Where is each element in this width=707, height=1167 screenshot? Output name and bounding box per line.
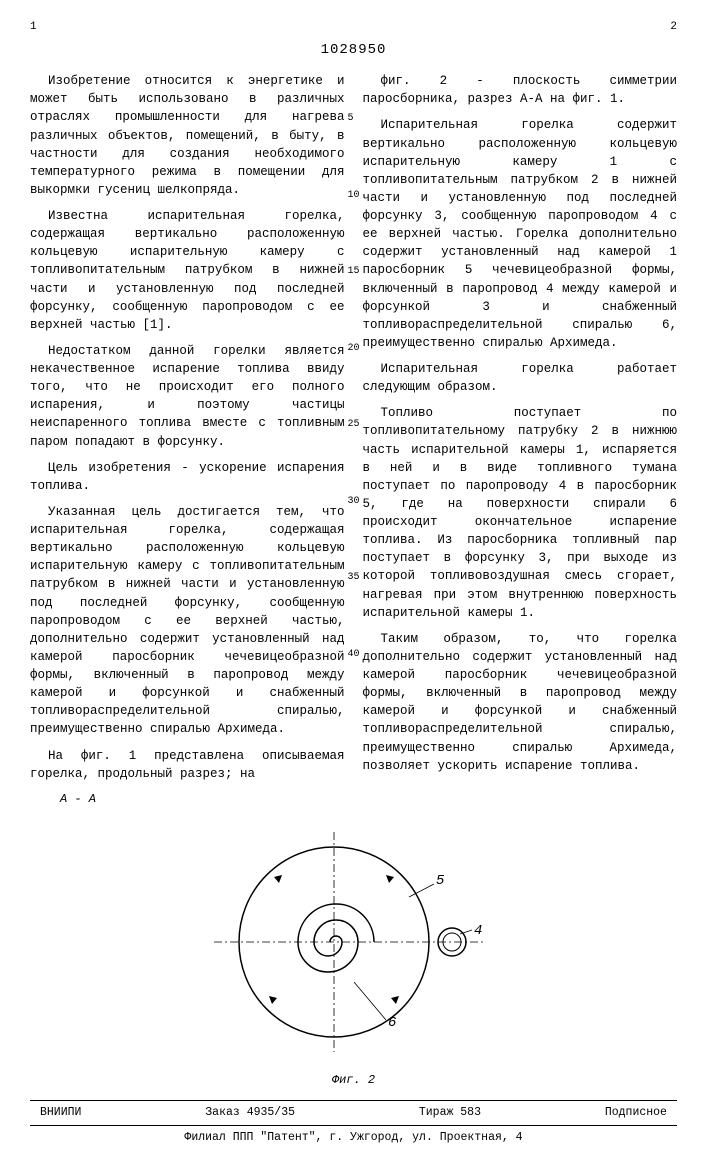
svg-text:6: 6	[388, 1015, 396, 1031]
line-num: 10	[347, 189, 359, 204]
para: Известна испарительная горелка, содержащ…	[30, 207, 345, 334]
para: Недостатком данной горелки является нека…	[30, 342, 345, 451]
line-num: 35	[347, 571, 359, 586]
figure-svg: 5 4 6	[204, 822, 504, 1062]
line-num: 5	[347, 112, 359, 127]
figure-caption: Фиг. 2	[30, 1072, 677, 1089]
text-columns: Изобретение относится к энергетике и мож…	[30, 72, 677, 791]
document-id: 1028950	[30, 40, 677, 60]
line-num: 40	[347, 648, 359, 663]
figure-2: 5 4 6 Фиг. 2	[30, 822, 677, 1090]
footer-address: Филиал ППП "Патент", г. Ужгород, ул. Про…	[30, 1130, 677, 1147]
footer-order: Заказ 4935/35	[205, 1105, 295, 1122]
column-right: фиг. 2 - плоскость симметрии паросборник…	[363, 72, 678, 791]
footer-org: ВНИИПИ	[40, 1105, 81, 1122]
svg-text:5: 5	[436, 873, 445, 889]
line-num: 25	[347, 418, 359, 433]
para: Указанная цель достигается тем, что испа…	[30, 503, 345, 739]
figure-section-label: А - А	[60, 791, 677, 808]
footer-sub: Подписное	[605, 1105, 667, 1122]
line-num: 30	[347, 495, 359, 510]
page-number-row: 1 2	[30, 20, 677, 36]
line-num: 20	[347, 342, 359, 357]
para: Топливо поступает по топливопитательному…	[363, 404, 678, 622]
page-left: 1	[30, 20, 37, 36]
para: Изобретение относится к энергетике и мож…	[30, 72, 345, 199]
column-left: Изобретение относится к энергетике и мож…	[30, 72, 345, 791]
footer: ВНИИПИ Заказ 4935/35 Тираж 583 Подписное…	[30, 1100, 677, 1147]
para: Таким образом, то, что горелка дополните…	[363, 630, 678, 775]
para: Испарительная горелка работает следующим…	[363, 360, 678, 396]
para: Цель изобретения - ускорение испарения т…	[30, 459, 345, 495]
para: фиг. 2 - плоскость симметрии паросборник…	[363, 72, 678, 108]
footer-tirazh: Тираж 583	[419, 1105, 481, 1122]
para: На фиг. 1 представлена описываемая горел…	[30, 747, 345, 783]
svg-text:4: 4	[474, 923, 482, 939]
para: Испарительная горелка содержит вертикаль…	[363, 116, 678, 352]
line-num: 15	[347, 265, 359, 280]
page-right: 2	[670, 20, 677, 36]
line-numbers: 5 10 15 20 25 30 35 40	[347, 72, 359, 662]
